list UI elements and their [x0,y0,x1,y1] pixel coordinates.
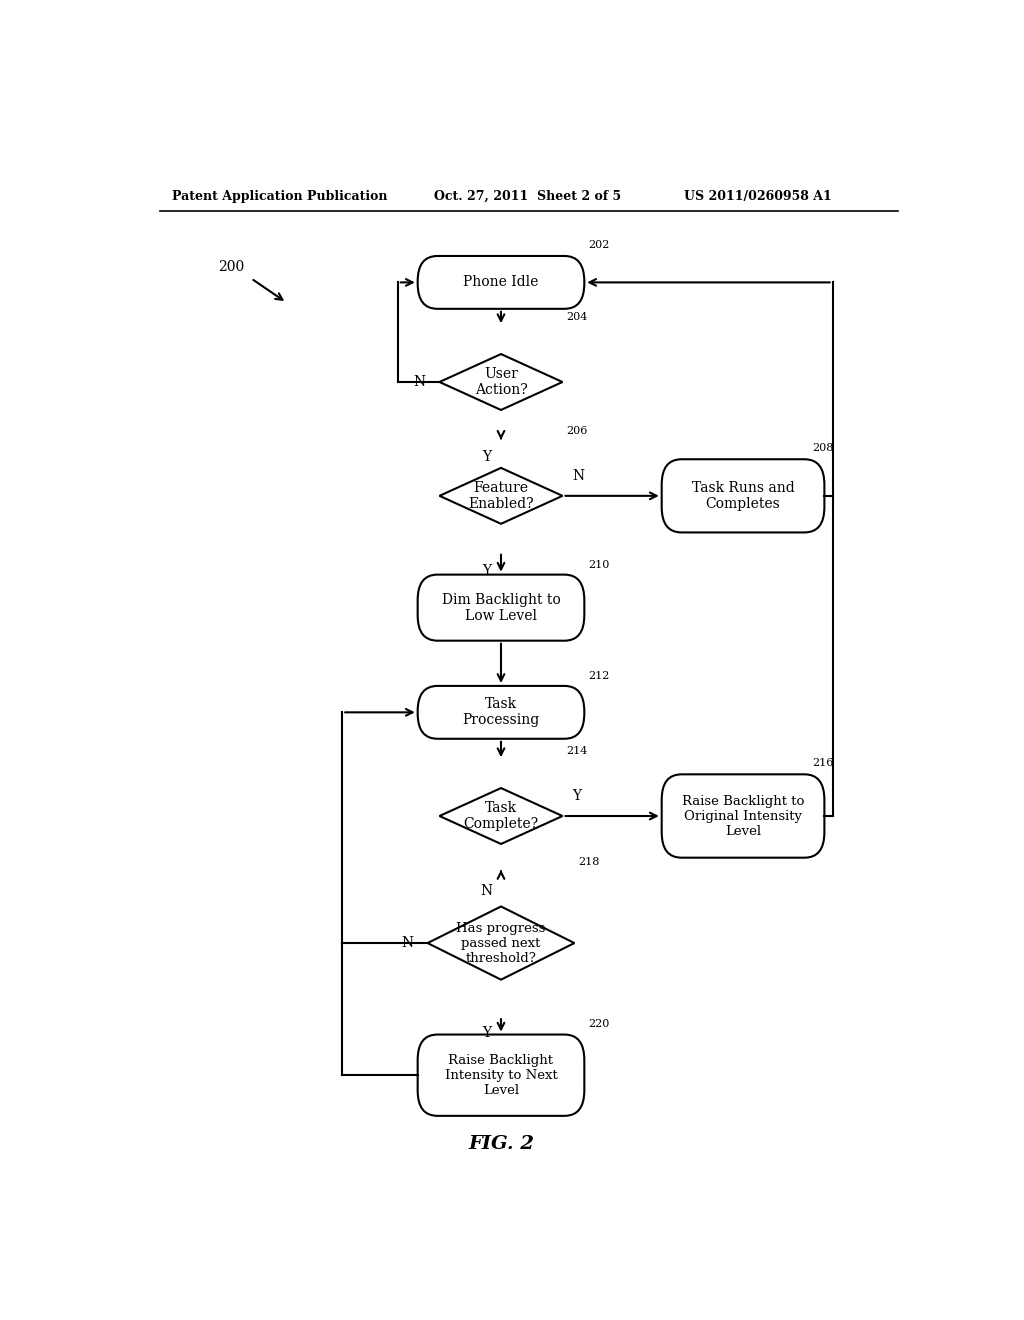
Polygon shape [439,354,562,411]
Text: FIG. 2: FIG. 2 [468,1135,534,1154]
Text: US 2011/0260958 A1: US 2011/0260958 A1 [684,190,831,202]
FancyBboxPatch shape [418,574,585,640]
Text: Phone Idle: Phone Idle [463,276,539,289]
Text: User
Action?: User Action? [474,367,527,397]
FancyBboxPatch shape [418,686,585,739]
Text: Oct. 27, 2011  Sheet 2 of 5: Oct. 27, 2011 Sheet 2 of 5 [433,190,621,202]
Text: Raise Backlight to
Original Intensity
Level: Raise Backlight to Original Intensity Le… [682,795,804,837]
Text: Y: Y [572,789,582,803]
Text: Y: Y [482,450,492,465]
Text: N: N [413,375,425,389]
Text: N: N [480,884,493,898]
Text: Dim Backlight to
Low Level: Dim Backlight to Low Level [441,593,560,623]
FancyBboxPatch shape [662,459,824,532]
Text: Task
Complete?: Task Complete? [464,801,539,832]
Text: N: N [572,469,584,483]
Text: 202: 202 [588,240,609,249]
Text: Task Runs and
Completes: Task Runs and Completes [691,480,795,511]
Text: Task
Processing: Task Processing [463,697,540,727]
Text: 212: 212 [588,671,609,681]
Text: 216: 216 [812,758,834,768]
Text: 210: 210 [588,560,609,569]
Text: Has progress
passed next
threshold?: Has progress passed next threshold? [457,921,546,965]
Text: Patent Application Publication: Patent Application Publication [172,190,387,202]
Text: 214: 214 [566,746,588,756]
Text: Raise Backlight
Intensity to Next
Level: Raise Backlight Intensity to Next Level [444,1053,557,1097]
Text: 220: 220 [588,1019,609,1030]
Polygon shape [439,788,562,843]
Text: N: N [401,936,414,950]
Text: Y: Y [482,564,492,578]
Text: Y: Y [482,1027,492,1040]
Text: 208: 208 [812,444,834,453]
FancyBboxPatch shape [662,775,824,858]
Text: 218: 218 [579,857,600,867]
Polygon shape [439,467,562,524]
Text: 200: 200 [218,260,245,275]
Text: Feature
Enabled?: Feature Enabled? [468,480,534,511]
FancyBboxPatch shape [418,1035,585,1115]
Text: 204: 204 [566,312,588,322]
Text: 206: 206 [566,426,588,436]
Polygon shape [428,907,574,979]
FancyBboxPatch shape [418,256,585,309]
